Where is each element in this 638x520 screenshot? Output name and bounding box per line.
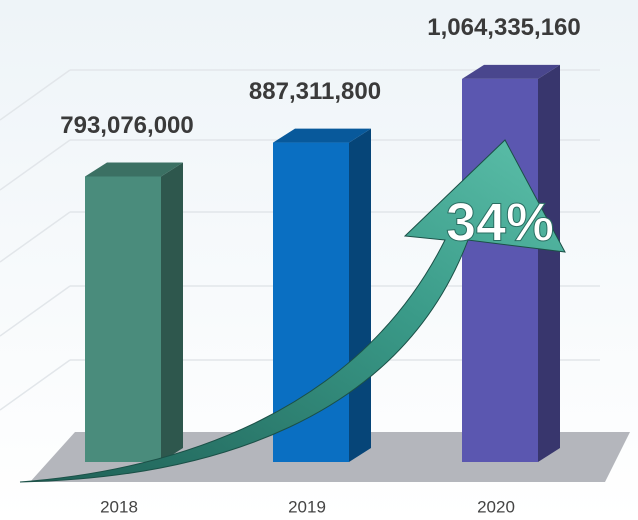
bar-side [538, 65, 560, 462]
chart: 34% 793,076,000 2018 887,311,800 2019 1,064,… [0, 0, 638, 520]
value-label: 793,076,000 [60, 112, 193, 139]
bar [85, 176, 161, 462]
x-tick-label: 2019 [288, 497, 326, 516]
x-tick-label: 2020 [477, 497, 515, 516]
bar-side [161, 162, 183, 462]
bar [462, 79, 538, 462]
value-label: 887,311,800 [249, 78, 381, 105]
value-label: 1,064,335,160 [427, 14, 580, 41]
bar-side [349, 129, 371, 462]
growth-annotation: 34% [446, 192, 554, 252]
x-tick-label: 2018 [100, 497, 138, 516]
